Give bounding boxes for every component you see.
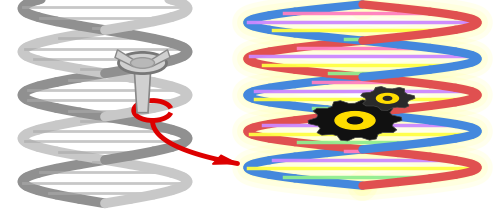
Polygon shape: [212, 155, 238, 164]
Polygon shape: [152, 50, 170, 67]
Circle shape: [384, 97, 392, 100]
Circle shape: [335, 112, 375, 129]
Polygon shape: [134, 73, 150, 113]
Polygon shape: [115, 50, 134, 67]
Circle shape: [118, 52, 166, 74]
Circle shape: [130, 58, 154, 68]
Circle shape: [348, 117, 362, 124]
Circle shape: [376, 93, 398, 103]
Polygon shape: [360, 86, 415, 110]
Polygon shape: [308, 100, 402, 141]
